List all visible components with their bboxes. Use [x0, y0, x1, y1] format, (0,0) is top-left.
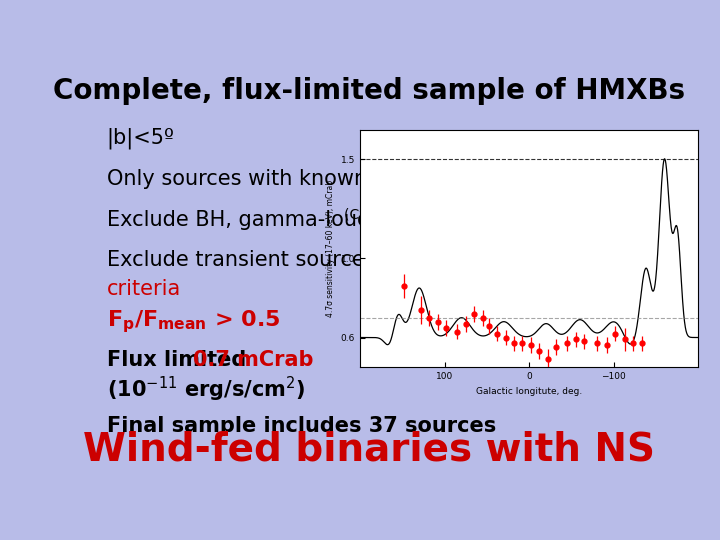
- X-axis label: Galactic longitute, deg.: Galactic longitute, deg.: [476, 387, 582, 396]
- Text: Flux limited: Flux limited: [107, 349, 261, 369]
- Text: Final sample includes 37 sources: Final sample includes 37 sources: [107, 416, 496, 436]
- Text: Exclude BH, gamma-loud binaries: Exclude BH, gamma-loud binaries: [107, 210, 467, 231]
- Text: (10$^{-11}$ erg/s/cm$^2$): (10$^{-11}$ erg/s/cm$^2$): [107, 375, 305, 404]
- Text: Complete, flux-limited sample of HMXBs: Complete, flux-limited sample of HMXBs: [53, 77, 685, 105]
- Y-axis label: 4.7σ sensitivity (17–60 keV), mCrab: 4.7σ sensitivity (17–60 keV), mCrab: [326, 180, 336, 317]
- Text: Exclude transient sources: Exclude transient sources: [107, 250, 375, 270]
- Text: |b|<5º: |b|<5º: [107, 127, 175, 149]
- Text: criteria: criteria: [107, 279, 181, 299]
- Text: (Cyg X-1, Cyg X-3, LSI +61 303, etc): (Cyg X-1, Cyg X-3, LSI +61 303, etc): [344, 208, 595, 222]
- Text: 0.7 mCrab: 0.7 mCrab: [193, 349, 314, 369]
- Text: Only sources with known distances and spectral class: Only sources with known distances and sp…: [107, 168, 667, 189]
- Text: Wind-fed binaries with NS: Wind-fed binaries with NS: [83, 430, 655, 468]
- Text: $\mathbf{F_p/F_{mean}}$ > 0.5: $\mathbf{F_p/F_{mean}}$ > 0.5: [107, 308, 280, 335]
